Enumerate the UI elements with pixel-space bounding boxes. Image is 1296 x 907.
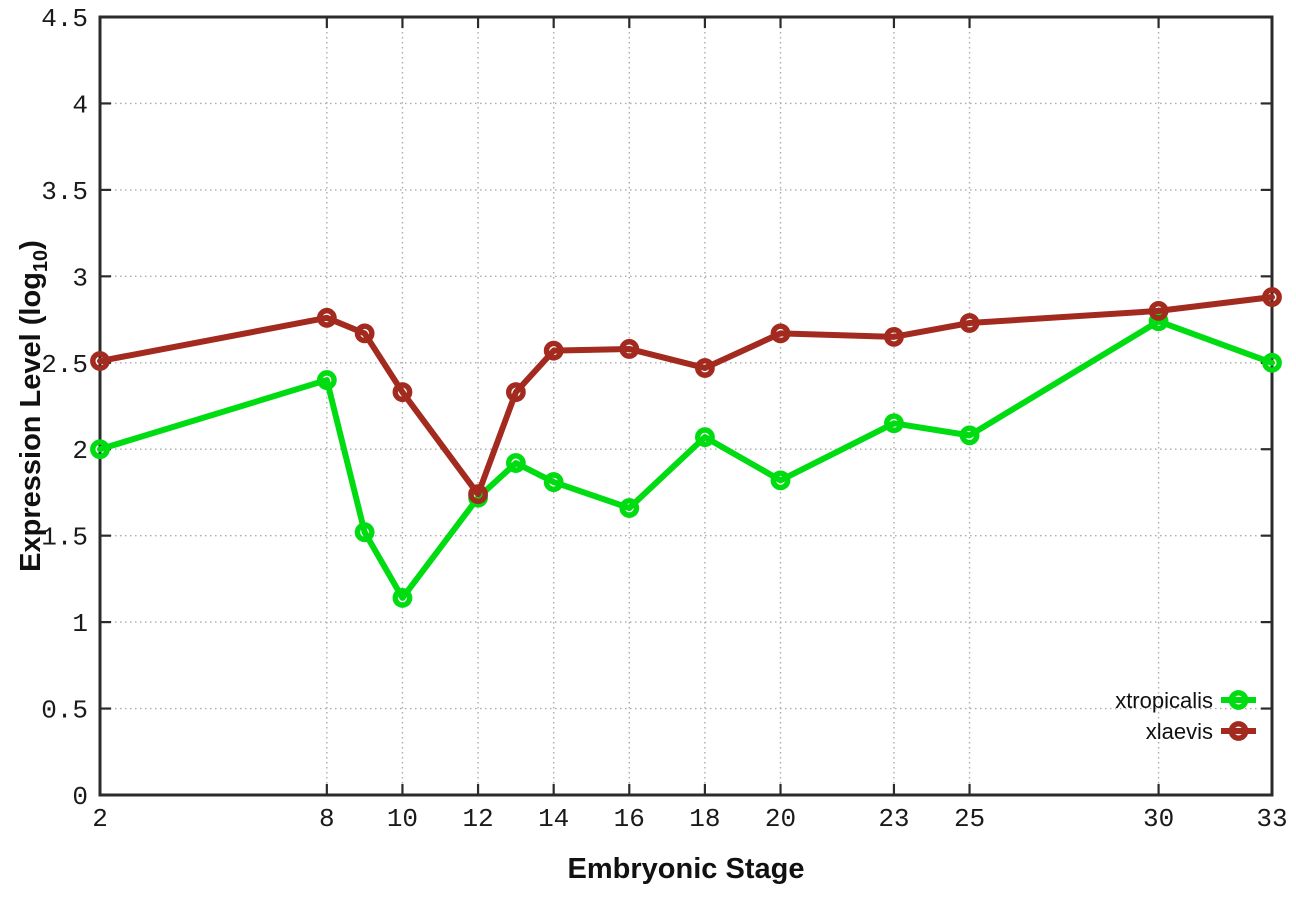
x-tick-label-8: 8 — [319, 804, 335, 834]
legend-sample-marker-xlaevis — [1228, 721, 1249, 741]
series-xlaevis — [90, 287, 1282, 505]
x-tick-label-16: 16 — [614, 804, 645, 834]
y-tick-label-2: 2 — [72, 436, 88, 466]
data-point-xtropicalis-stage-25 — [959, 425, 980, 446]
x-axis-title: Embryonic Stage — [568, 853, 805, 885]
series-line-xtropicalis — [97, 318, 1275, 601]
data-point-xlaevis-stage-9 — [354, 323, 375, 344]
y-tick-labels: 0 0.5 1 1.5 2 2.5 3 3.5 4 4.5 — [41, 4, 88, 812]
data-point-xtropicalis-stage-13 — [505, 453, 526, 473]
legend: xtropicalis xlaevis — [1115, 688, 1256, 744]
legend-samples — [1221, 690, 1256, 741]
data-point-xlaevis-stage-18 — [695, 358, 715, 378]
data-point-xlaevis-stage-33 — [1262, 287, 1282, 307]
x-tick-label-33: 33 — [1256, 804, 1287, 834]
data-point-xlaevis-stage-13 — [505, 382, 526, 403]
legend-label-xlaevis: xlaevis — [1146, 719, 1213, 744]
x-tick-label-23: 23 — [878, 804, 909, 834]
y-tick-label-3: 3 — [72, 263, 88, 293]
x-tick-label-12: 12 — [462, 804, 493, 834]
x-tick-label-20: 20 — [765, 804, 796, 834]
data-point-xlaevis-stage-20 — [770, 323, 791, 344]
x-tick-label-2: 2 — [92, 804, 108, 834]
y-axis-title-close-paren: ) — [15, 240, 47, 250]
data-point-xtropicalis-stage-8 — [316, 370, 337, 390]
data-point-xlaevis-stage-16 — [619, 339, 640, 359]
data-point-xlaevis-stage-2 — [90, 351, 110, 371]
y-tick-label-4: 4 — [72, 90, 88, 120]
data-point-xlaevis-stage-10 — [392, 382, 413, 403]
y-tick-label-3.5: 3.5 — [41, 177, 88, 207]
series-xtropicalis — [90, 311, 1282, 608]
x-tick-label-30: 30 — [1143, 804, 1174, 834]
data-point-xlaevis-stage-14 — [543, 340, 564, 361]
data-point-xtropicalis-stage-20 — [770, 470, 791, 491]
plot-border — [98, 15, 1274, 797]
x-tick-label-25: 25 — [954, 804, 985, 834]
series-line-xlaevis — [97, 294, 1275, 498]
y-tick-label-1.5: 1.5 — [41, 523, 88, 553]
y-tick-label-0.5: 0.5 — [41, 696, 88, 726]
data-point-xtropicalis-stage-16 — [619, 498, 640, 518]
data-point-xtropicalis-stage-14 — [543, 472, 564, 492]
data-point-xlaevis-stage-25 — [959, 313, 980, 333]
data-point-xlaevis-stage-8 — [316, 307, 337, 328]
data-point-xtropicalis-stage-23 — [884, 413, 904, 434]
data-point-xtropicalis-stage-9 — [354, 522, 375, 543]
data-point-xtropicalis-stage-33 — [1262, 352, 1282, 373]
y-axis-title-subscript: 10 — [30, 250, 52, 272]
y-tick-label-0: 0 — [72, 782, 88, 812]
x-tick-label-14: 14 — [538, 804, 569, 834]
y-tick-label-1: 1 — [72, 609, 88, 639]
data-point-xtropicalis-stage-30 — [1148, 311, 1169, 332]
legend-sample-marker-xtropicalis — [1228, 690, 1249, 710]
gridlines — [100, 17, 1272, 795]
x-tick-label-18: 18 — [689, 804, 720, 834]
data-point-xtropicalis-stage-2 — [90, 439, 110, 460]
x-tick-label-10: 10 — [387, 804, 418, 834]
legend-label-xtropicalis: xtropicalis — [1115, 688, 1213, 713]
data-point-xlaevis-stage-12 — [468, 484, 488, 505]
y-axis-title: Expression Level (log10) — [15, 240, 52, 572]
y-tick-label-2.5: 2.5 — [41, 350, 88, 380]
y-axis-title-text: Expression Level (log — [15, 272, 47, 572]
data-point-xtropicalis-stage-10 — [392, 588, 413, 608]
data-point-xlaevis-stage-23 — [884, 326, 904, 347]
y-tick-label-4.5: 4.5 — [41, 4, 88, 34]
axis-ticks — [98, 15, 1274, 797]
x-tick-labels: 2 8 10 12 14 16 18 20 23 25 30 33 — [92, 804, 1287, 834]
data-point-xlaevis-stage-30 — [1148, 301, 1169, 321]
data-series — [90, 287, 1282, 608]
data-point-xtropicalis-stage-18 — [695, 427, 715, 448]
